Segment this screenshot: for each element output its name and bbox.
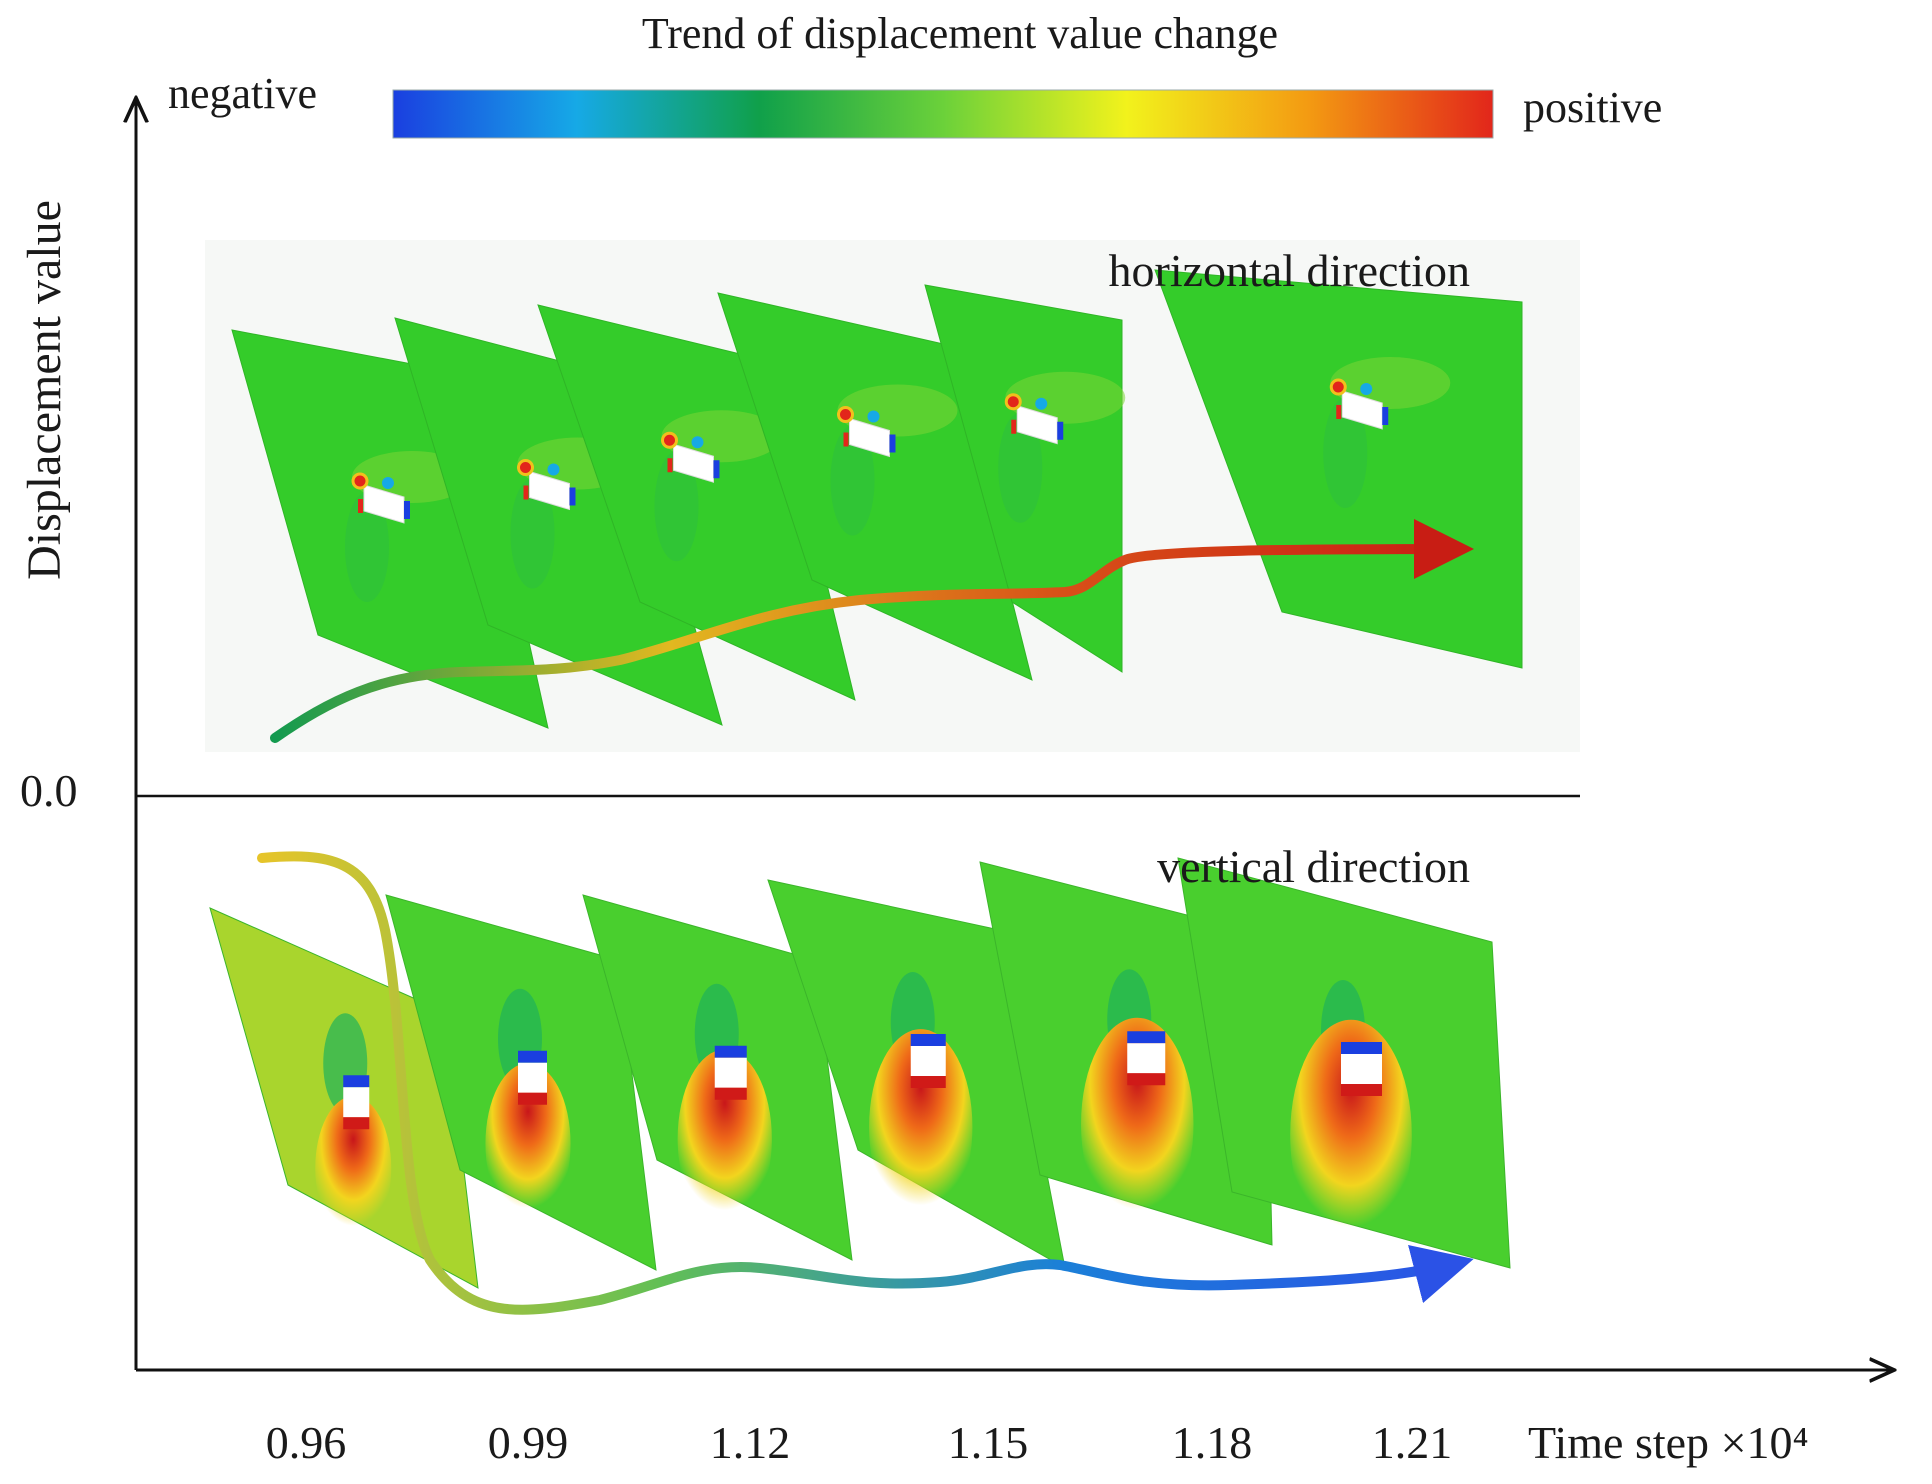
colorbar-gradient [392, 89, 1494, 139]
horizontal-trend-curve [270, 519, 1474, 743]
vertical-trend-curve [257, 851, 1474, 1315]
horizontal-planes [231, 269, 1523, 729]
horizontal-plane [394, 317, 723, 726]
vertical-plane [582, 894, 853, 1261]
colorbar-title: Trend of displacement value change [642, 9, 1278, 58]
vertical-panel: vertical direction [209, 841, 1511, 1315]
x-tick-label: 1.12 [710, 1417, 791, 1468]
vertical-plane [1177, 857, 1511, 1269]
vertical-direction-label: vertical direction [1157, 841, 1470, 892]
x-axis-label-text: Time step [1528, 1417, 1709, 1468]
horizontal-panel: horizontal direction [205, 240, 1580, 752]
vertical-plane [767, 879, 1066, 1269]
colorbar-positive-label: positive [1523, 83, 1662, 132]
zero-label: 0.0 [20, 765, 78, 816]
x-tick-label: 0.99 [488, 1417, 569, 1468]
vertical-planes [209, 857, 1511, 1289]
x-tick-label: 1.21 [1372, 1417, 1453, 1468]
colorbar-negative-label: negative [168, 69, 317, 118]
vertical-plane [385, 894, 657, 1271]
x-tick-label: 0.96 [266, 1417, 347, 1468]
x-tick-label: 1.15 [948, 1417, 1029, 1468]
colorbar: Trend of displacement value change negat… [168, 9, 1662, 139]
horizontal-direction-label: horizontal direction [1109, 245, 1471, 296]
axes: Displacement value 0.0 0.96 0.99 1.12 1.15 1… [18, 100, 1892, 1468]
horizontal-plane [924, 284, 1126, 673]
y-axis-label: Displacement value [18, 200, 71, 580]
x-tick-labels: 0.96 0.99 1.12 1.15 1.18 1.21 [266, 1417, 1453, 1468]
x-axis-label: Time step ×10⁴ [1528, 1417, 1809, 1468]
x-axis-label-unit: ×10⁴ [1721, 1417, 1809, 1468]
x-tick-label: 1.18 [1172, 1417, 1253, 1468]
